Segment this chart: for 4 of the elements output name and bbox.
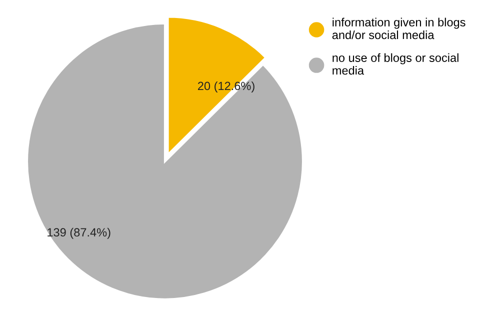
legend-label: information given in blogs and/or social media	[332, 18, 466, 40]
data-label: 139 (87.4%)	[48, 228, 110, 239]
legend-label: no use of blogs or social media	[332, 53, 458, 75]
data-label: 20 (12.6%)	[198, 81, 254, 92]
